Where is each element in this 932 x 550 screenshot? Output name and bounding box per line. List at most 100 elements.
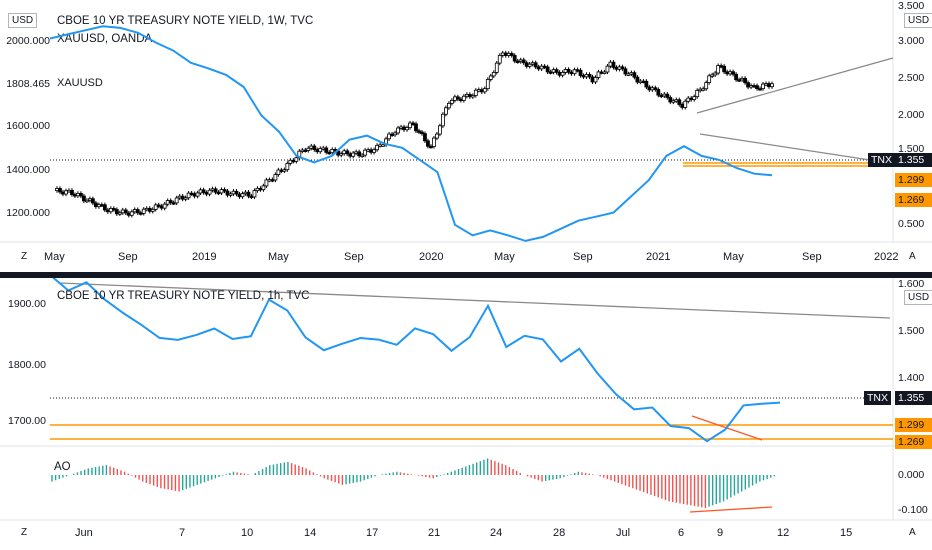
gold-candle-body: [204, 192, 209, 195]
gold-candle-body: [647, 86, 652, 91]
gold-candle-body: [467, 93, 472, 98]
gold-candle-body: [569, 71, 574, 75]
gold-candle-body: [509, 53, 514, 56]
gold-candle-body: [464, 93, 469, 97]
gold-candle-body: [617, 66, 622, 70]
gold-candle-body: [689, 97, 694, 101]
gold-candle-body: [213, 188, 218, 193]
gold-candle-body: [369, 149, 374, 153]
bottom-x-tick-1: 7: [179, 527, 186, 539]
gold-candle-body: [701, 88, 706, 91]
bottom-chart-panel[interactable]: CBOE 10 YR TREASURY NOTE YIELD, 1h, TVC …: [0, 278, 932, 550]
bottom-x-tick-12: 15: [840, 527, 853, 539]
gold-candle-body: [572, 69, 577, 75]
gold-candle-body: [542, 65, 547, 69]
gold-candle-body: [755, 85, 759, 89]
gold-candle-body: [258, 187, 263, 191]
gold-candle-body: [393, 132, 397, 136]
gold-candle-body: [357, 151, 362, 157]
gold-candle-body: [79, 193, 83, 197]
gold-candle-body: [662, 93, 667, 97]
gold-candle-body: [461, 95, 466, 101]
gold-candle-body: [225, 190, 230, 196]
gold-candle-body: [351, 152, 356, 157]
gold-candle-body: [58, 188, 62, 193]
gold-candle-body: [668, 97, 673, 103]
top-left-tick-4: 1200.000: [6, 207, 50, 219]
gold-candle-body: [111, 208, 116, 211]
gold-candle-body: [198, 189, 203, 194]
ao-divergence-line: [689, 506, 773, 513]
top-trendline-yield: [699, 133, 871, 161]
gold-candle-body: [318, 148, 323, 153]
gold-candle-body: [162, 203, 167, 209]
gold-candle-body: [306, 147, 311, 151]
gold-candle-body: [497, 54, 502, 64]
top-x-tick-8: 2021: [646, 251, 671, 263]
bottom-x-tick-4: 17: [366, 527, 379, 539]
bottom-level2-value: 1.269: [895, 435, 932, 449]
gold-candle-body: [156, 204, 161, 207]
gold-candle-body: [641, 80, 646, 84]
top-chart-panel[interactable]: USD CBOE 10 YR TREASURY NOTE YIELD, 1W, …: [0, 0, 932, 272]
top-left-tick-3: 1400.000: [6, 164, 50, 176]
top-left-tick-2: 1600.000: [6, 120, 50, 132]
panel-divider[interactable]: [0, 272, 932, 278]
gold-candle-body: [82, 195, 86, 202]
gold-candle-body: [231, 190, 236, 195]
gold-candle-body: [611, 61, 616, 68]
top-trendline-gold: [696, 57, 894, 114]
gold-candle-body: [234, 190, 239, 195]
gold-candle-body: [593, 77, 598, 83]
gold-candle-body: [291, 159, 296, 163]
gold-candle-body: [677, 99, 682, 105]
gold-candle-body: [150, 208, 155, 212]
gold-candle-body: [61, 191, 65, 195]
gold-candle-body: [348, 153, 353, 157]
gold-candle-body: [129, 211, 134, 216]
gold-candle-body: [458, 98, 463, 102]
top-corner-a[interactable]: A: [909, 251, 916, 262]
gold-candle-body: [515, 60, 520, 63]
gold-candle-body: [563, 69, 568, 73]
gold-candle-body: [165, 200, 170, 205]
gold-candle-body: [243, 191, 248, 195]
gold-candle-body: [740, 77, 744, 81]
bottom-chart-title: CBOE 10 YR TREASURY NOTE YIELD, 1h, TVC: [57, 290, 310, 302]
gold-candle-body: [581, 75, 586, 78]
gold-candle-body: [189, 192, 194, 196]
gold-candle-body: [132, 209, 137, 213]
gold-candle-body: [249, 195, 254, 198]
gold-candle-body: [623, 68, 628, 75]
top-x-tick-0: May: [44, 251, 65, 263]
gold-candle-body: [108, 208, 113, 213]
gold-candle-body: [432, 137, 436, 147]
top-corner-z[interactable]: Z: [21, 251, 28, 262]
top-x-tick-5: 2020: [419, 251, 444, 263]
gold-candle-body: [479, 89, 484, 93]
gold-candle-body: [767, 83, 771, 88]
gold-candle-body: [345, 150, 350, 155]
gold-candle-body: [228, 193, 233, 196]
top-left-currency: USD: [8, 13, 38, 28]
gold-candle-body: [210, 188, 215, 191]
bottom-chart-svg[interactable]: [0, 278, 932, 550]
top-right-tick-4: 1.500: [898, 143, 925, 155]
gold-candle-body: [728, 71, 733, 75]
bottom-x-tick-2: 10: [241, 527, 254, 539]
gold-candle-body: [363, 149, 368, 156]
top-right-tick-1: 3.000: [898, 35, 925, 47]
gold-candle-body: [491, 71, 496, 77]
gold-candle-body: [312, 145, 317, 150]
gold-candle-body: [183, 197, 188, 200]
gold-candle-body: [656, 89, 661, 96]
gold-candle-body: [330, 149, 335, 154]
gold-candle-body: [105, 209, 110, 213]
gold-candle-body: [743, 77, 747, 84]
top-chart-svg[interactable]: [0, 0, 932, 272]
gold-candle-body: [476, 89, 481, 92]
gold-candle-body: [261, 185, 266, 191]
bottom-corner-z[interactable]: Z: [21, 527, 28, 538]
bottom-corner-a[interactable]: A: [909, 527, 916, 538]
gold-candle-body: [423, 133, 427, 142]
